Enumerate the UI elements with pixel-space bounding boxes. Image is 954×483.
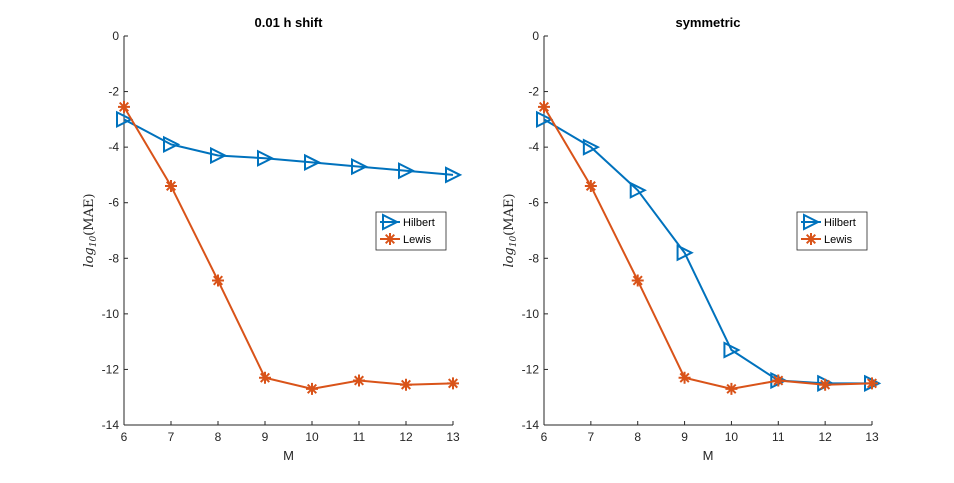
x-tick-label: 7 [168, 430, 175, 444]
legend: Hilbert Lewis [375, 211, 447, 251]
data-point-lewis [584, 180, 597, 193]
x-tick-label: 12 [818, 430, 832, 444]
x-tick-label: 11 [772, 430, 785, 444]
y-tick-label: -2 [528, 85, 539, 99]
x-tick-label: 8 [215, 430, 222, 444]
data-point-hilbert [445, 166, 463, 184]
x-axis-label: M [283, 448, 294, 463]
x-tick-label: 6 [541, 430, 548, 444]
legend-label: Hilbert [824, 217, 856, 229]
x-tick-label: 10 [725, 430, 739, 444]
y-tick-label: -10 [522, 307, 540, 321]
y-tick-label: 0 [532, 29, 539, 43]
y-tick-label: -2 [108, 85, 119, 99]
y-tick-label: -4 [528, 140, 539, 154]
y-tick-label: -14 [102, 418, 120, 432]
chart-title: symmetric [675, 15, 740, 30]
chart-panel-1: 6 7 8 9 10 11 12 13 0 -2 -4 -6 -8 -10 -12 -14 0.01 h shi… [82, 15, 463, 463]
y-tick-label: -6 [108, 196, 119, 210]
series-line-lewis [123, 106, 454, 390]
chart-title: 0.01 h shift [255, 15, 324, 30]
x-tick-label: 9 [262, 430, 269, 444]
x-tick-label: 10 [305, 430, 319, 444]
legend-marker [384, 233, 396, 245]
y-tick-label: -6 [528, 196, 539, 210]
data-point-lewis [538, 100, 550, 113]
data-point-hilbert [304, 153, 322, 172]
data-point-lewis [819, 378, 832, 391]
data-point-hilbert [582, 138, 601, 156]
data-point-lewis [165, 180, 177, 193]
y-tick-label: -8 [108, 251, 119, 265]
series-hilbert [116, 110, 463, 184]
y-tick-label: 0 [112, 29, 119, 43]
legend-marker [382, 213, 400, 231]
data-point-lewis [725, 382, 738, 395]
y-axis-label: log10(MAE) [502, 193, 519, 267]
data-point-hilbert [398, 162, 416, 180]
legend-label: Lewis [824, 234, 853, 246]
y-tick-label: -14 [522, 418, 540, 432]
series-line-hilbert [543, 118, 872, 385]
series-hilbert [536, 110, 882, 392]
data-point-hilbert [163, 135, 181, 153]
data-point-lewis [212, 274, 224, 287]
x-axis-label: M [703, 448, 714, 463]
y-axis-label: log10(MAE) [82, 193, 99, 267]
data-point-lewis [400, 378, 412, 391]
x-tick-label: 8 [634, 430, 641, 444]
legend-marker [805, 233, 817, 245]
legend-label: Lewis [403, 234, 432, 246]
data-point-lewis [772, 374, 785, 387]
data-point-lewis [447, 377, 459, 390]
data-point-lewis [118, 100, 130, 113]
series-line-lewis [543, 106, 873, 390]
data-point-hilbert [257, 149, 275, 167]
x-tick-label: 7 [588, 430, 595, 444]
data-point-hilbert [723, 341, 741, 359]
data-point-lewis [353, 374, 365, 387]
data-point-hilbert [210, 146, 228, 165]
x-tick-label: 12 [399, 430, 413, 444]
data-point-hilbert [116, 110, 134, 128]
legend: Hilbert Lewis [796, 211, 868, 251]
data-point-hilbert [536, 110, 554, 128]
y-tick-label: -12 [102, 362, 120, 376]
data-point-hilbert [351, 157, 369, 176]
x-tick-label: 13 [865, 430, 879, 444]
data-point-lewis [866, 377, 878, 390]
data-point-lewis [259, 371, 271, 384]
series-lewis [118, 100, 459, 395]
x-tick-label: 13 [446, 430, 460, 444]
legend-label: Hilbert [403, 217, 435, 229]
y-tick-label: -4 [108, 140, 119, 154]
data-point-hilbert [676, 244, 694, 262]
data-point-hilbert [629, 181, 647, 199]
series-lewis [538, 100, 878, 395]
legend-marker [803, 213, 821, 231]
data-point-lewis [306, 382, 318, 395]
chart-panel-2: 6 7 8 9 10 11 12 13 0 -2 -4 -6 -8 -10 -12 -14 symmetric M… [502, 15, 882, 463]
data-point-lewis [678, 371, 691, 384]
y-tick-label: -10 [102, 307, 120, 321]
y-tick-label: -8 [528, 251, 539, 265]
x-tick-label: 9 [681, 430, 688, 444]
x-tick-label: 11 [353, 430, 366, 444]
data-point-lewis [631, 274, 644, 287]
y-tick-label: -12 [522, 362, 540, 376]
x-tick-label: 6 [121, 430, 128, 444]
